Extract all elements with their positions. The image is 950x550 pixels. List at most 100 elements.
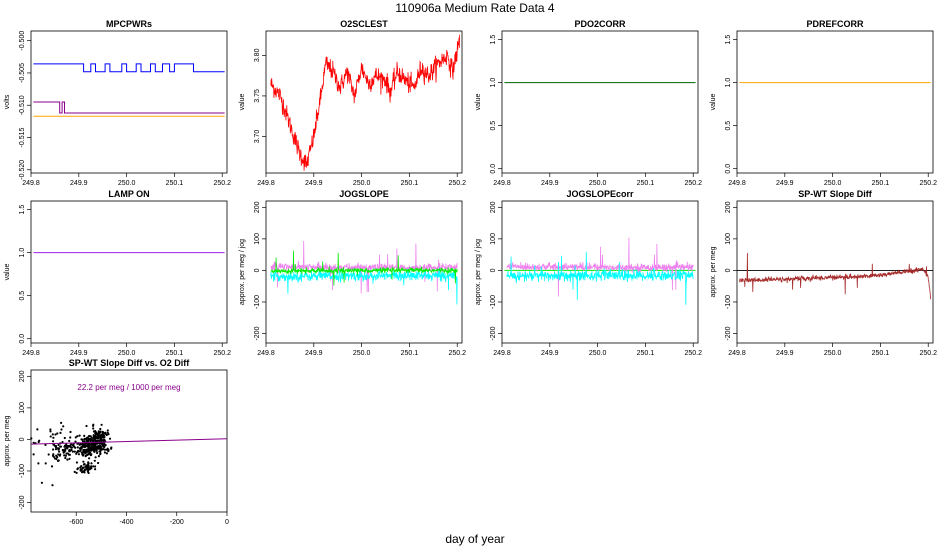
y-tick-label: 0.0 — [490, 164, 497, 174]
scatter-point — [53, 457, 57, 460]
x-tick-label: 249.8 — [493, 350, 511, 357]
scatter-point — [70, 446, 73, 449]
scatter-point — [73, 450, 76, 453]
series-1-line — [506, 237, 694, 297]
scatter-point — [98, 431, 101, 434]
panel-title: JOGSLOPE — [339, 189, 389, 199]
x-tick-label: 250.0 — [118, 350, 136, 357]
scatter-point — [60, 428, 63, 431]
y-tick-label: -100 — [490, 295, 497, 309]
scatter-point — [44, 443, 47, 446]
x-tick-label: 0 — [225, 519, 229, 526]
panel-lamp-on: LAMP ON value 249.8 249.9 250.0 250.1 250.2 0.0… — [4, 189, 231, 357]
scatter-point — [94, 456, 97, 459]
scatter-point — [93, 445, 96, 449]
x-tick-label: 249.8 — [728, 350, 746, 357]
series-1-line — [270, 267, 458, 305]
scatter-point — [92, 434, 95, 437]
scatter-point — [69, 430, 72, 434]
x-tick-label: 249.8 — [257, 180, 275, 187]
scatter-point — [90, 465, 93, 468]
scatter-point — [96, 435, 99, 438]
scatter-point — [84, 468, 87, 471]
scatter-point — [74, 436, 77, 439]
scatter-point — [64, 456, 67, 460]
scatter-point — [49, 430, 52, 433]
scatter-point — [40, 481, 44, 484]
scatter-point — [52, 453, 55, 456]
panel-jogslopecorr: JOGSLOPEcorr approx. per meg / jog 249.8 24… — [475, 189, 702, 357]
x-tick-label: -200 — [170, 519, 184, 526]
plot-frame — [265, 200, 463, 344]
series-0-line — [33, 63, 225, 73]
y-tick-label: -0.510 — [19, 95, 26, 115]
scatter-point — [62, 425, 65, 428]
scatter-point — [86, 453, 89, 456]
x-tick-label: 249.8 — [22, 180, 40, 187]
panel-title: LAMP ON — [108, 189, 149, 199]
plot-frame — [501, 200, 699, 344]
scatter-point — [76, 435, 79, 438]
scatter-point — [63, 454, 66, 457]
scatter-point — [87, 449, 90, 452]
scatter-point — [89, 454, 92, 457]
panel-pdrefcorr: PDREFCORR value 249.8 249.9 250.0 250.1 250.2 0… — [710, 19, 937, 187]
y-tick-label: 1.0 — [19, 248, 26, 258]
scatter-point — [79, 469, 82, 472]
x-tick-label: 250.2 — [684, 180, 702, 187]
x-tick-label: 250.2 — [448, 350, 466, 357]
scatter-point — [83, 471, 86, 474]
scatter-point — [79, 446, 82, 449]
scatter-point — [96, 442, 99, 445]
scatter-point — [88, 457, 91, 460]
scatter-point — [49, 428, 52, 431]
figure-title: 110906a Medium Rate Data 4 — [395, 1, 555, 15]
x-tick-label: 249.9 — [541, 180, 559, 187]
scatter-point — [65, 444, 68, 447]
scatter-point — [58, 450, 61, 453]
scatter-point — [92, 430, 96, 433]
scatter-point — [82, 463, 85, 466]
y-axis-label: value — [710, 94, 717, 111]
y-tick-label: -100 — [725, 295, 732, 309]
scatter-point — [66, 458, 69, 461]
y-axis-label: value — [4, 264, 11, 281]
scatter-point — [90, 462, 93, 465]
y-tick-label: 1.0 — [725, 78, 732, 88]
scatter-point — [38, 439, 41, 442]
scatter-point — [79, 466, 82, 469]
scatter-point — [97, 461, 100, 465]
y-tick-label: 1.5 — [725, 35, 732, 45]
y-tick-label: 200 — [19, 370, 26, 382]
x-tick-label: 249.9 — [305, 180, 323, 187]
x-tick-label: 249.8 — [493, 180, 511, 187]
scatter-point — [64, 454, 67, 457]
scatter-point — [106, 429, 109, 432]
scatter-point — [90, 438, 93, 441]
scatter-point — [82, 448, 85, 452]
scatter-point — [59, 445, 63, 448]
scatter-point — [93, 450, 96, 453]
x-tick-label: 250.2 — [213, 350, 231, 357]
scatter-point — [104, 444, 107, 447]
scatter-point — [85, 424, 88, 428]
panel-o2sclest: O2SCLEST value 249.8 249.9 250.0 250.1 250.2 3.… — [239, 19, 466, 187]
x-tick-label: 249.8 — [257, 350, 275, 357]
y-axis-label: approx. per meg — [710, 246, 717, 297]
scatter-point — [84, 449, 87, 452]
y-tick-label: -0.505 — [19, 63, 26, 83]
scatter-point — [60, 421, 63, 424]
scatter-point — [82, 460, 85, 463]
scatter-point — [77, 453, 80, 456]
x-tick-label: 250.1 — [872, 350, 890, 357]
y-tick-label: 0.0 — [19, 334, 26, 344]
panel-title: SP-WT Slope Diff — [798, 189, 872, 199]
scatter-point — [57, 453, 60, 456]
y-tick-label: -200 — [254, 326, 261, 340]
scatter-point — [75, 471, 78, 474]
scatter-point — [73, 470, 76, 473]
y-tick-label: -100 — [254, 295, 261, 309]
x-tick-label: 249.9 — [70, 350, 88, 357]
scatter-point — [107, 448, 110, 451]
scatter-point — [87, 464, 90, 467]
